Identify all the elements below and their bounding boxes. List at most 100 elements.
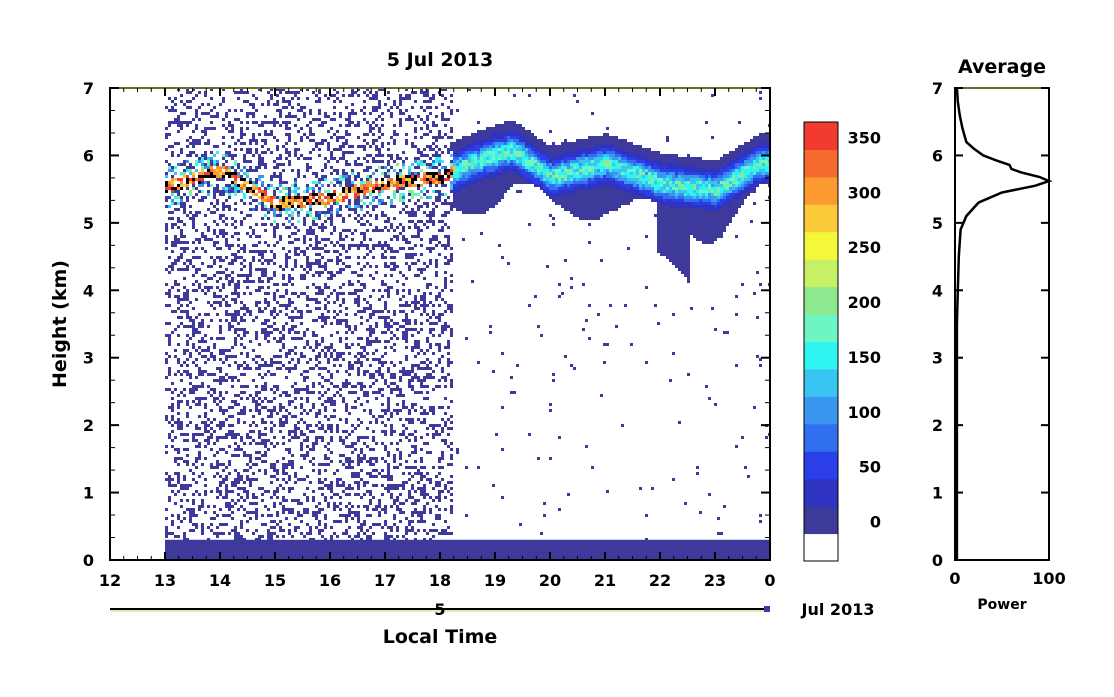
heatmap-cell (408, 169, 411, 172)
heatmap-cell (276, 187, 279, 190)
heatmap-cell (198, 139, 201, 142)
heatmap-cell (435, 424, 438, 427)
heatmap-cell (432, 178, 435, 181)
heatmap-cell (252, 496, 255, 499)
heatmap-cell (387, 526, 390, 529)
heatmap-cell (285, 313, 288, 316)
heatmap-cell (267, 121, 270, 124)
heatmap-cell (441, 490, 444, 493)
heatmap-cell (444, 496, 447, 499)
heatmap-cell (438, 172, 441, 175)
heatmap-cell (174, 310, 177, 313)
heatmap-cell (411, 418, 414, 421)
heatmap-cell (234, 283, 237, 286)
heatmap-cell (297, 316, 300, 319)
heatmap-cell (252, 259, 255, 262)
heatmap-cell (318, 469, 321, 472)
heatmap-cell (420, 190, 423, 193)
heatmap-cell (417, 175, 420, 178)
heatmap-cell (282, 196, 285, 199)
heatmap-cell (294, 91, 297, 94)
heatmap-cell (330, 154, 333, 157)
heatmap-cell (324, 367, 327, 370)
heatmap-cell (390, 427, 393, 430)
heatmap-cell (183, 103, 186, 106)
heatmap-cell (168, 304, 171, 307)
heatmap-cell (267, 286, 270, 289)
heatmap-cell (201, 199, 204, 202)
heatmap-cell (288, 367, 291, 370)
heatmap-cell (372, 229, 375, 232)
heatmap-cell (378, 187, 381, 190)
heatmap-cell (243, 367, 246, 370)
heatmap-cell (261, 124, 264, 127)
heatmap-cell (306, 388, 309, 391)
heatmap-cell (474, 169, 477, 172)
heatmap-cell (186, 154, 189, 157)
heatmap-cell (225, 310, 228, 313)
heatmap-cell (426, 115, 429, 118)
heatmap-cell (381, 244, 384, 247)
heatmap-cell (312, 382, 315, 385)
heatmap-cell (183, 361, 186, 364)
heatmap-cell (246, 274, 249, 277)
heatmap-cell (246, 280, 249, 283)
heatmap-cell (336, 148, 339, 151)
heatmap-cell (354, 229, 357, 232)
heatmap-cell (417, 184, 420, 187)
heatmap-cell (276, 109, 279, 112)
heatmap-cell (312, 187, 315, 190)
heatmap-cell (453, 178, 456, 181)
heatmap-cell (327, 400, 330, 403)
heatmap-cell (282, 283, 285, 286)
heatmap-cell (399, 325, 402, 328)
heatmap-cell (444, 262, 447, 265)
heatmap-cell (285, 124, 288, 127)
heatmap-cell (282, 163, 285, 166)
heatmap-cell (303, 331, 306, 334)
heatmap-cell (333, 244, 336, 247)
heatmap-cell (372, 475, 375, 478)
heatmap-cell (177, 463, 180, 466)
heatmap-cell (420, 88, 423, 91)
heatmap-cell (270, 208, 273, 211)
heatmap-cell (240, 247, 243, 250)
heatmap-cell (372, 139, 375, 142)
heatmap-cell (177, 370, 180, 373)
heatmap-cell (252, 187, 255, 190)
heatmap-cell (177, 301, 180, 304)
heatmap-cell (381, 118, 384, 121)
heatmap-cell (402, 433, 405, 436)
heatmap-cell (333, 385, 336, 388)
heatmap-cell (420, 457, 423, 460)
heatmap-cell (261, 286, 264, 289)
heatmap-cell (264, 229, 267, 232)
heatmap-cell (177, 115, 180, 118)
heatmap-cell (270, 514, 273, 517)
heatmap-cell (210, 394, 213, 397)
heatmap-cell (273, 211, 276, 214)
heatmap-cell (327, 370, 330, 373)
heatmap-cell (279, 199, 282, 202)
heatmap-cell (180, 127, 183, 130)
heatmap-cell (459, 181, 462, 184)
heatmap-cell (288, 433, 291, 436)
heatmap-cell (348, 292, 351, 295)
heatmap-cell (171, 409, 174, 412)
heatmap-cell (372, 196, 375, 199)
heatmap-cell (213, 229, 216, 232)
heatmap-cell (354, 184, 357, 187)
heatmap-cell (252, 472, 255, 475)
heatmap-cell (318, 109, 321, 112)
heatmap-cell (225, 295, 228, 298)
heatmap-cell (366, 490, 369, 493)
heatmap-cell (216, 208, 219, 211)
heatmap-cell (450, 136, 453, 139)
heatmap-cell (441, 115, 444, 118)
heatmap-cell (249, 103, 252, 106)
heatmap-cell (252, 415, 255, 418)
heatmap-cell (210, 238, 213, 241)
heatmap-cell (237, 163, 240, 166)
heatmap-cell (231, 385, 234, 388)
heatmap-cell (201, 175, 204, 178)
